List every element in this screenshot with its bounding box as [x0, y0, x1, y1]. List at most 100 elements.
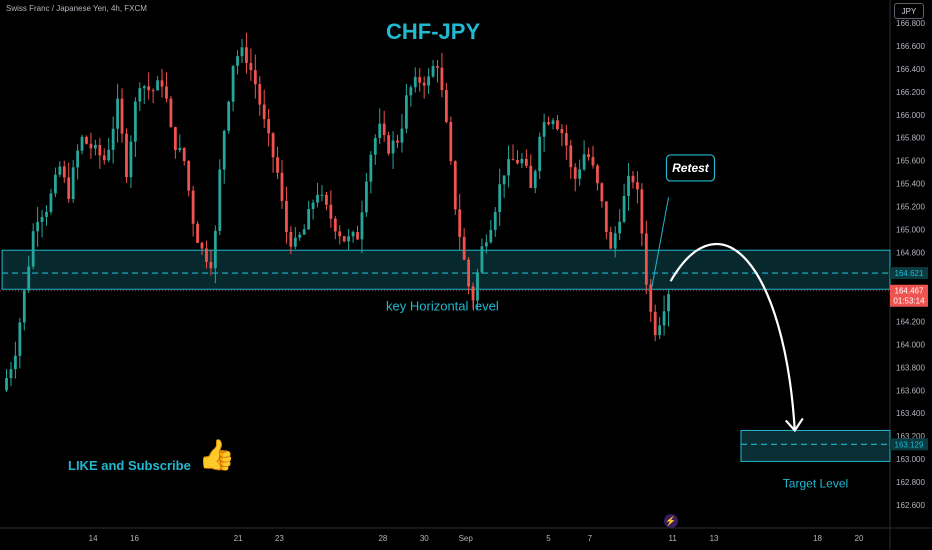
candle-body	[409, 87, 413, 96]
candle-body	[338, 231, 342, 237]
x-tick-label: 30	[420, 534, 429, 543]
candle-body	[240, 47, 244, 57]
candle-body	[13, 355, 17, 370]
target-level-label: Target Level	[783, 476, 848, 490]
candle-body	[524, 158, 528, 166]
x-tick-label: 5	[546, 534, 551, 543]
key-level-label: key Horizontal level	[386, 298, 499, 313]
candle-body	[298, 234, 302, 238]
candle-body	[329, 204, 333, 219]
candle-body	[40, 216, 44, 223]
candle-body	[36, 222, 40, 232]
candle-body	[516, 160, 519, 164]
candle-body	[302, 229, 306, 235]
y-tick-label: 163.800	[896, 363, 925, 372]
candle-body	[116, 98, 119, 129]
candle-body	[604, 201, 608, 232]
y-tick-label: 165.400	[896, 180, 925, 189]
candle-body	[289, 232, 293, 247]
candle-body	[196, 223, 199, 243]
like-subscribe-label: LIKE and Subscribe	[68, 458, 191, 473]
target-zone	[740, 429, 891, 462]
x-tick-label: Sep	[459, 534, 474, 543]
candle-body	[649, 284, 653, 312]
candle-body	[400, 128, 404, 143]
candle-body	[640, 189, 644, 234]
candle-body	[280, 172, 284, 201]
candle-body	[560, 129, 564, 134]
candle-body	[253, 70, 257, 85]
candle-body	[285, 200, 288, 233]
candle-body	[596, 165, 599, 184]
candle-body	[107, 149, 111, 161]
candle-body	[258, 84, 262, 105]
x-tick-label: 23	[275, 534, 284, 543]
candle-body	[333, 218, 337, 232]
candle-body	[529, 165, 533, 188]
candle-body	[618, 221, 622, 234]
candle-body	[658, 325, 662, 336]
candle-body	[600, 183, 604, 202]
x-tick-label: 7	[588, 534, 593, 543]
candle-body	[76, 150, 80, 168]
candle-body	[578, 169, 582, 179]
current-price-tag-text: 01:53:14	[893, 297, 925, 306]
candle-body	[49, 193, 53, 212]
candle-body	[267, 119, 271, 134]
lightning-icon[interactable]: ⚡	[664, 514, 678, 528]
y-tick-label: 163.000	[896, 455, 925, 464]
candle-body	[71, 167, 75, 200]
candle-body	[396, 140, 399, 143]
candle-body	[5, 378, 8, 391]
currency-button[interactable]: JPY	[894, 3, 924, 19]
candle-body	[85, 136, 88, 144]
candle-body	[444, 90, 448, 123]
candle-body	[484, 242, 488, 247]
candle-body	[502, 175, 506, 185]
candle-body	[245, 47, 248, 64]
candle-body	[111, 128, 115, 150]
candle-body	[391, 140, 395, 154]
candle-body	[173, 127, 177, 151]
candle-body	[547, 122, 550, 125]
y-tick-label: 163.200	[896, 432, 925, 441]
current-price-tag-bg	[890, 284, 928, 307]
candle-body	[427, 76, 431, 86]
candle-body	[182, 147, 186, 161]
candle-body	[218, 169, 222, 231]
candle-body	[93, 145, 97, 149]
candle-body	[151, 90, 155, 92]
candle-body	[227, 101, 231, 131]
candle-body	[222, 130, 226, 170]
candle-body	[418, 77, 422, 83]
key-level-zone	[1, 249, 891, 290]
candle-body	[205, 248, 208, 262]
candle-body	[18, 322, 22, 356]
candle-body	[613, 233, 617, 249]
candle-body	[67, 177, 71, 200]
candle-body	[53, 174, 57, 194]
candle-body	[591, 157, 595, 166]
candle-body	[271, 133, 275, 158]
candle-body	[147, 86, 151, 91]
candle-body	[449, 122, 453, 162]
candle-body	[369, 154, 373, 182]
candle-body	[387, 135, 391, 154]
candle-body	[160, 80, 164, 87]
y-tick-label: 165.600	[896, 157, 925, 166]
candle-body	[627, 175, 630, 196]
candle-body	[262, 104, 266, 120]
candle-body	[133, 101, 137, 142]
symbol-label: Swiss Franc / Japanese Yen, 4h, FXCM	[6, 4, 147, 13]
candle-body	[467, 259, 470, 287]
y-tick-label: 166.000	[896, 111, 925, 120]
y-tick-label: 165.200	[896, 203, 925, 212]
candle-body	[360, 212, 364, 240]
y-tick-label: 163.600	[896, 386, 925, 395]
candle-body	[191, 190, 195, 224]
candle-body	[62, 166, 66, 178]
candle-body	[507, 159, 510, 176]
candle-body	[662, 311, 666, 326]
